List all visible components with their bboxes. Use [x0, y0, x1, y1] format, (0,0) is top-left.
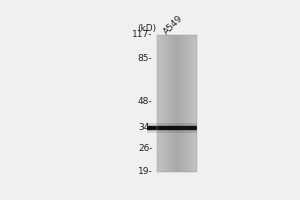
Bar	[176, 35, 177, 172]
Bar	[182, 35, 183, 172]
Bar	[147, 126, 197, 130]
Bar	[165, 35, 166, 172]
Bar	[172, 35, 173, 172]
Bar	[160, 35, 161, 172]
Bar	[163, 35, 164, 172]
Text: 19-: 19-	[138, 167, 153, 176]
Text: (kD): (kD)	[137, 24, 156, 33]
Bar	[189, 35, 190, 172]
Bar	[185, 35, 186, 172]
Bar	[166, 35, 167, 172]
Bar	[181, 35, 182, 172]
Bar	[158, 35, 159, 172]
Bar	[176, 35, 177, 172]
Bar	[170, 35, 171, 172]
Bar	[164, 35, 165, 172]
Bar	[147, 125, 197, 131]
Text: 26-: 26-	[138, 144, 153, 153]
Bar	[170, 35, 171, 172]
Bar	[180, 35, 181, 172]
Bar	[168, 35, 169, 172]
Bar	[187, 35, 188, 172]
Bar	[191, 35, 192, 172]
Bar	[162, 35, 163, 172]
Bar	[171, 35, 172, 172]
Bar	[164, 35, 165, 172]
Bar	[193, 35, 194, 172]
Bar	[167, 35, 168, 172]
Bar	[174, 35, 175, 172]
Bar	[195, 35, 196, 172]
Bar	[180, 35, 181, 172]
Bar	[147, 123, 197, 133]
Bar	[177, 35, 178, 172]
Bar	[163, 35, 164, 172]
Bar	[174, 35, 175, 172]
Bar	[169, 35, 170, 172]
Bar	[186, 35, 187, 172]
Bar	[175, 35, 176, 172]
Bar	[183, 35, 184, 172]
Bar	[188, 35, 189, 172]
Text: 117-: 117-	[132, 30, 153, 39]
Bar	[147, 125, 197, 131]
Bar	[192, 35, 193, 172]
Bar	[178, 35, 179, 172]
Bar	[191, 35, 192, 172]
Bar	[159, 35, 160, 172]
Bar	[160, 35, 161, 172]
Text: 34-: 34-	[138, 123, 153, 132]
Text: A549: A549	[162, 14, 185, 37]
Bar	[186, 35, 187, 172]
Bar	[179, 35, 180, 172]
Text: 48-: 48-	[138, 97, 153, 106]
Bar	[190, 35, 191, 172]
Bar	[173, 35, 174, 172]
Bar	[184, 35, 185, 172]
Bar	[168, 35, 169, 172]
Bar	[157, 35, 197, 172]
Bar	[161, 35, 162, 172]
Bar	[157, 35, 158, 172]
Bar	[195, 35, 196, 172]
Text: 85-: 85-	[138, 54, 153, 63]
Bar	[196, 35, 197, 172]
Bar	[194, 35, 195, 172]
